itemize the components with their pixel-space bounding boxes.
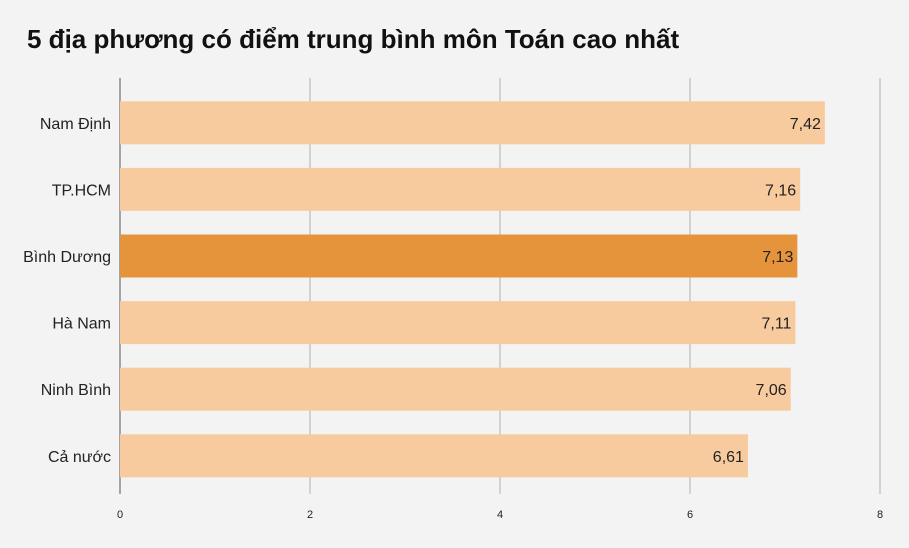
bar: [120, 434, 748, 478]
bars: [120, 101, 825, 478]
category-label: Bình Dương: [23, 249, 111, 266]
value-label: 7,16: [765, 182, 796, 199]
bar: [120, 367, 791, 411]
x-tick-label: 6: [687, 509, 693, 521]
bar: [120, 234, 798, 278]
category-label: Ninh Bình: [41, 382, 111, 399]
value-labels: 7,42 7,16 7,13 7,11 7,06 6,61: [713, 116, 821, 466]
value-label: 7,11: [761, 316, 791, 333]
category-label: Cả nước: [48, 449, 111, 466]
value-label: 7,13: [762, 249, 793, 266]
category-label: TP.HCM: [52, 182, 111, 199]
x-tick-label: 8: [877, 509, 883, 521]
gridlines: [119, 78, 881, 494]
bar: [120, 301, 796, 345]
value-label: 6,61: [713, 449, 744, 466]
x-axis-ticks: 0 2 4 6 8: [117, 509, 883, 521]
category-labels: Nam Định TP.HCM Bình Dương Hà Nam Ninh Bình C…: [23, 116, 111, 466]
x-tick-label: 2: [307, 509, 313, 521]
value-label: 7,42: [790, 116, 821, 133]
chart-title: 5 địa phương có điểm trung bình môn Toán…: [27, 24, 680, 54]
x-tick-label: 4: [497, 509, 503, 521]
x-tick-label: 0: [117, 509, 123, 521]
category-label: Hà Nam: [52, 316, 111, 333]
value-label: 7,06: [756, 382, 787, 399]
category-label: Nam Định: [40, 116, 111, 133]
bar: [120, 101, 825, 145]
bar: [120, 167, 801, 211]
